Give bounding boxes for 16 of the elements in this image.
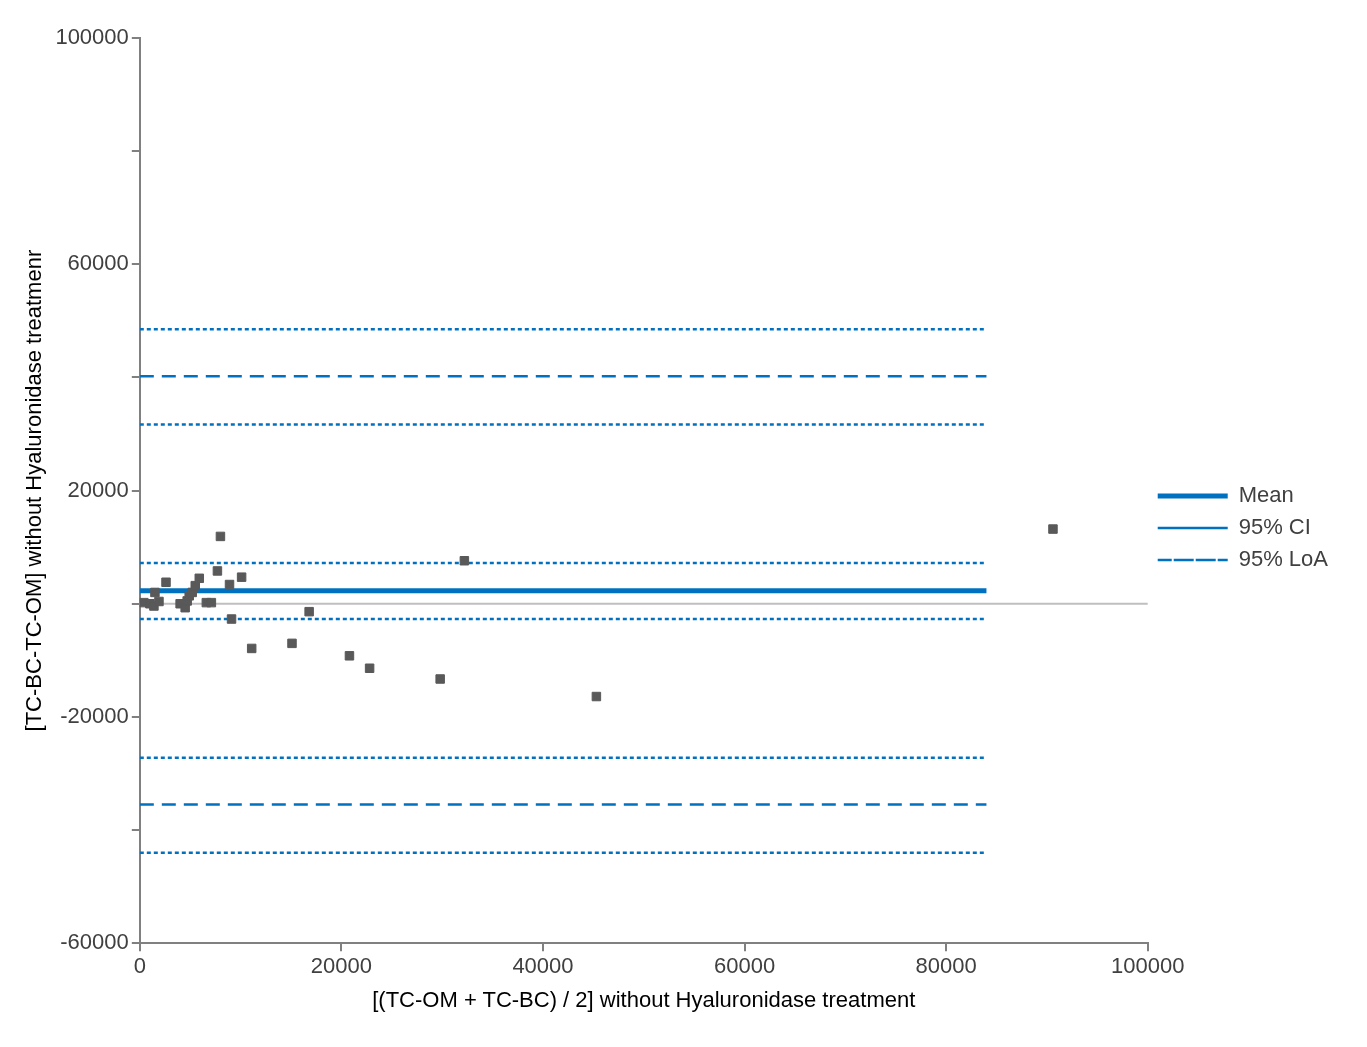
x-axis-title: [(TC-OM + TC-BC) / 2] without Hyaluronidase treatment [372,986,916,1012]
y-tick-label: 60000 [67,250,129,276]
y-tick-label: 20000 [67,476,129,502]
legend-label: 95% CI [1238,514,1311,540]
y-tick-label: 100000 [55,24,129,50]
y-axis-title: [TC-BC-TC-OM] without Hyaluronidase treatmenr [21,249,47,732]
x-tick-label: 20000 [310,953,372,979]
y-tick-label: -60000 [60,929,129,955]
x-tick-label: 100000 [1111,953,1185,979]
legend-label: Mean [1238,482,1294,508]
x-tick-label: 40000 [512,953,574,979]
x-tick-label: 60000 [713,953,776,979]
legend-label: 95% LoA [1238,546,1329,572]
x-tick-label: 0 [133,953,146,979]
y-tick-label: -20000 [60,702,129,728]
x-tick-label: 80000 [915,953,977,979]
